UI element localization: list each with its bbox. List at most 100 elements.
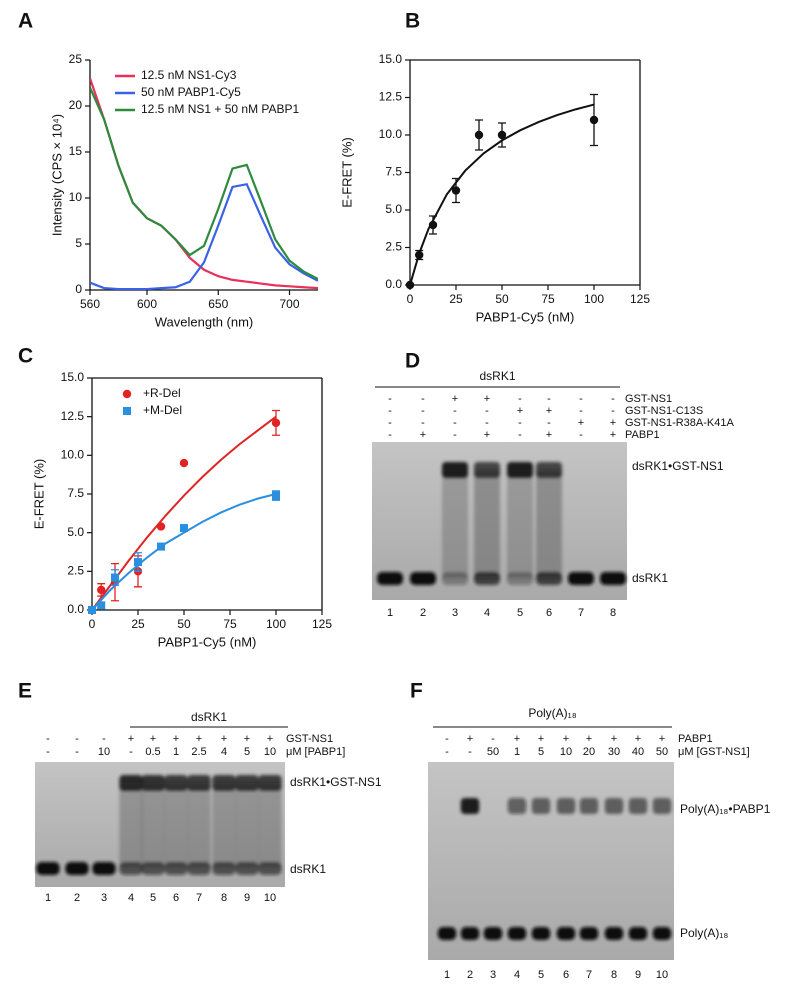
band [600, 572, 626, 585]
band [531, 927, 551, 940]
lane-condition: - [445, 733, 449, 745]
y-tick-label: 5.0 [67, 525, 84, 539]
band-label: dsRK1•GST-NS1 [290, 775, 382, 789]
lane-number: 10 [264, 892, 276, 904]
band [235, 862, 259, 875]
band [187, 775, 211, 791]
fit-curve [92, 493, 277, 610]
lane-condition: - [491, 733, 495, 745]
panel-letter: A [18, 10, 33, 33]
lane-condition: - [129, 746, 133, 758]
x-tick-label: 75 [541, 292, 555, 306]
x-tick-label: 50 [495, 292, 509, 306]
x-tick-label: 100 [584, 292, 604, 306]
lane-condition: + [546, 405, 552, 417]
lane-condition: 50 [487, 746, 499, 758]
y-tick-label: 10 [69, 190, 83, 204]
legend-swatch [122, 389, 132, 399]
lane-condition: + [150, 733, 156, 745]
gel-title: Poly(A)₁₈ [528, 706, 576, 720]
band [474, 572, 500, 585]
lane-condition: - [388, 393, 392, 405]
lane-condition: + [467, 733, 473, 745]
lane-condition: 30 [608, 746, 620, 758]
lane-number: 6 [546, 607, 552, 619]
data-point [97, 585, 106, 595]
lane-condition: - [518, 393, 522, 405]
y-tick-label: 5.0 [385, 202, 402, 216]
lane-condition: 2.5 [191, 746, 206, 758]
gel-bands [437, 798, 672, 940]
band [604, 798, 624, 814]
lane-condition: 4 [221, 746, 227, 758]
spectrum-line [90, 182, 318, 290]
lane-condition: - [453, 429, 457, 441]
band [141, 775, 165, 791]
y-tick-label: 10.0 [379, 127, 403, 141]
band [628, 798, 648, 814]
band [36, 862, 60, 875]
x-tick-label: 50 [177, 617, 191, 631]
lane-number: 7 [578, 607, 584, 619]
x-tick-label: 125 [630, 292, 650, 306]
band [483, 927, 503, 940]
x-axis-label: PABP1-Cy5 (nM) [158, 634, 257, 649]
data-point [415, 250, 424, 260]
lane-number: 2 [420, 607, 426, 619]
gel-title: dsRK1 [191, 710, 227, 724]
band [568, 572, 594, 585]
band [377, 572, 403, 585]
lane-condition: 1 [514, 746, 520, 758]
band-label: dsRK1 [290, 862, 326, 876]
band [141, 862, 165, 875]
band [507, 462, 533, 478]
y-tick-label: 12.5 [379, 90, 403, 104]
band [579, 798, 599, 814]
lane-condition: 40 [632, 746, 644, 758]
lane-condition: - [485, 417, 489, 429]
lane-condition: + [221, 733, 227, 745]
lane-number: 2 [74, 892, 80, 904]
lane-condition: + [611, 733, 617, 745]
lane-condition: - [388, 417, 392, 429]
band [652, 798, 672, 814]
row-label: μM [GST-NS1] [678, 746, 750, 758]
lane-condition: 5 [538, 746, 544, 758]
smear [442, 470, 468, 578]
y-tick-label: 20 [69, 98, 83, 112]
y-tick-label: 2.5 [385, 240, 402, 254]
lane-number: 9 [635, 969, 641, 981]
spectrum-line [90, 87, 318, 280]
lane-condition: + [586, 733, 592, 745]
data-point [97, 601, 106, 610]
row-label: PABP1 [678, 733, 713, 745]
lane-condition: + [244, 733, 250, 745]
lane-number: 5 [517, 607, 523, 619]
x-tick-label: 0 [407, 292, 414, 306]
lane-condition: - [102, 733, 106, 745]
x-tick-label: 25 [449, 292, 463, 306]
data-point [157, 542, 165, 551]
band-label: Poly(A)₁₈•PABP1 [680, 802, 771, 816]
lane-number: 2 [467, 969, 473, 981]
band [164, 775, 188, 791]
gel-title: dsRK1 [479, 369, 515, 383]
smear [235, 783, 259, 868]
row-label: GST-NS1-C13S [625, 405, 703, 417]
smear [258, 783, 282, 868]
lane-number: 7 [586, 969, 592, 981]
band [460, 927, 480, 940]
lane-condition: + [173, 733, 179, 745]
lane-number: 1 [45, 892, 51, 904]
data-point [88, 606, 96, 614]
band [437, 927, 457, 940]
x-tick-label: 650 [208, 297, 228, 311]
band [442, 462, 468, 478]
band [579, 927, 599, 940]
data-point [271, 418, 281, 428]
panel-letter: B [405, 10, 420, 33]
lane-condition: + [267, 733, 273, 745]
lane-condition: - [421, 393, 425, 405]
lane-number: 3 [490, 969, 496, 981]
lane-number: 10 [656, 969, 668, 981]
